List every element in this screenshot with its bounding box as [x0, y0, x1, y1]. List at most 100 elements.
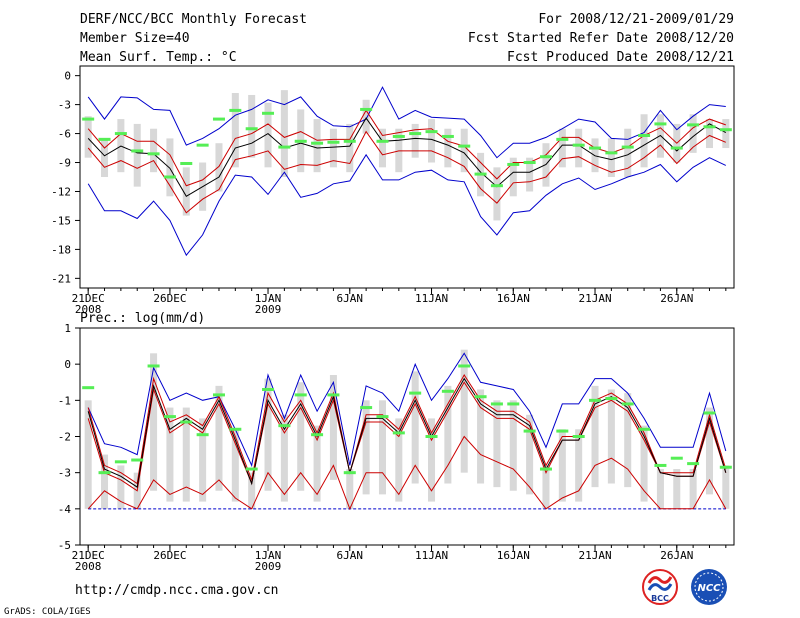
observed-marker [294, 139, 307, 143]
spread-box [231, 93, 239, 168]
y-tick-label: 0 [64, 358, 71, 371]
y-tick-label: -6 [58, 128, 71, 141]
spread-box [493, 167, 501, 221]
x-tick-label: 21DEC [72, 292, 105, 305]
spread-box [101, 138, 109, 177]
spread-box [297, 382, 305, 491]
spread-box [411, 123, 419, 158]
observed-marker [180, 161, 193, 165]
series-line-min [87, 435, 727, 511]
y-tick-label: -3 [58, 99, 71, 112]
observed-marker [441, 389, 454, 393]
spread-box [640, 425, 648, 502]
observed-marker [392, 134, 405, 138]
spread-box [150, 353, 158, 491]
spread-box [722, 119, 730, 149]
observed-marker [311, 141, 324, 145]
spread-box [558, 128, 566, 168]
spread-box [640, 114, 648, 168]
series-line-upper [87, 374, 727, 485]
observed-marker [589, 146, 602, 150]
spread-box [199, 418, 207, 502]
observed-marker [163, 175, 176, 179]
observed-marker [278, 424, 291, 428]
observed-marker [474, 172, 487, 176]
observed-marker [327, 393, 340, 397]
spread-box [444, 128, 452, 168]
y-tick-label: -5 [58, 539, 71, 552]
observed-marker [605, 397, 618, 401]
spread-box [362, 99, 370, 134]
spread-box [215, 143, 223, 192]
observed-marker [131, 149, 144, 153]
series-line-mean [87, 117, 727, 197]
spread-box [280, 90, 288, 177]
x-tick-label: 26DEC [153, 292, 186, 305]
x-tick-label: 6JAN [337, 292, 364, 305]
observed-marker [670, 146, 683, 150]
spread-box [591, 385, 599, 488]
observed-marker [163, 415, 176, 419]
series-line-max [87, 352, 727, 468]
forecast-period: For 2008/12/21-2009/01/29 [538, 12, 734, 27]
y-tick-label: -9 [58, 157, 71, 170]
x-tick-label: 26DEC [153, 549, 186, 562]
spread-box [101, 454, 109, 509]
spread-box [84, 116, 92, 158]
spread-box [166, 407, 174, 502]
spread-box [460, 128, 468, 173]
series-line-max [87, 86, 726, 159]
observed-marker [278, 145, 291, 149]
observed-marker [556, 429, 569, 433]
observed-marker [376, 139, 389, 143]
observed-marker [360, 107, 373, 111]
spread-box [575, 429, 583, 502]
x-tick-year: 2008 [75, 560, 102, 573]
spread-box [656, 469, 664, 509]
spread-box [460, 349, 468, 473]
grads-credit: GrADS: COLA/IGES [4, 607, 91, 617]
spread-box [395, 418, 403, 502]
spread-box [329, 375, 337, 480]
observed-marker [245, 127, 258, 131]
observed-marker [539, 155, 552, 159]
x-tick-year: 2009 [255, 560, 282, 573]
observed-marker [343, 471, 356, 475]
spread-box [689, 469, 697, 509]
series-line-upper [87, 109, 726, 187]
observed-marker [507, 402, 520, 406]
spread-box [689, 114, 697, 153]
spread-box [542, 465, 550, 509]
observed-marker [670, 456, 683, 460]
spread-box [182, 407, 190, 502]
observed-marker [392, 431, 405, 435]
series-line-min [87, 153, 727, 257]
observed-marker [638, 133, 651, 137]
y-tick-label: 0 [64, 70, 71, 83]
y-tick-label: -21 [51, 272, 71, 285]
observed-marker [147, 152, 160, 156]
spread-box [362, 400, 370, 495]
observed-marker [654, 463, 667, 467]
x-tick-label: 11JAN [415, 292, 448, 305]
y-tick-label: -15 [51, 214, 71, 227]
spread-box [313, 425, 321, 502]
spread-box [428, 418, 436, 502]
spread-box [264, 102, 272, 168]
spread-box [280, 414, 288, 502]
spread-box [477, 389, 485, 484]
spread-box [166, 138, 174, 197]
x-tick-label: 1JAN [255, 549, 282, 562]
spread-box [575, 128, 583, 168]
observed-marker [654, 122, 667, 126]
observed-marker [621, 402, 634, 406]
x-tick-label: 26JAN [660, 292, 693, 305]
observed-marker [572, 435, 585, 438]
spread-box [248, 472, 256, 509]
y-tick-label: 1 [64, 322, 71, 335]
observed-marker [458, 364, 471, 368]
spread-box [624, 128, 632, 177]
bcc-logo: BCC [642, 569, 678, 605]
observed-marker [180, 420, 193, 424]
